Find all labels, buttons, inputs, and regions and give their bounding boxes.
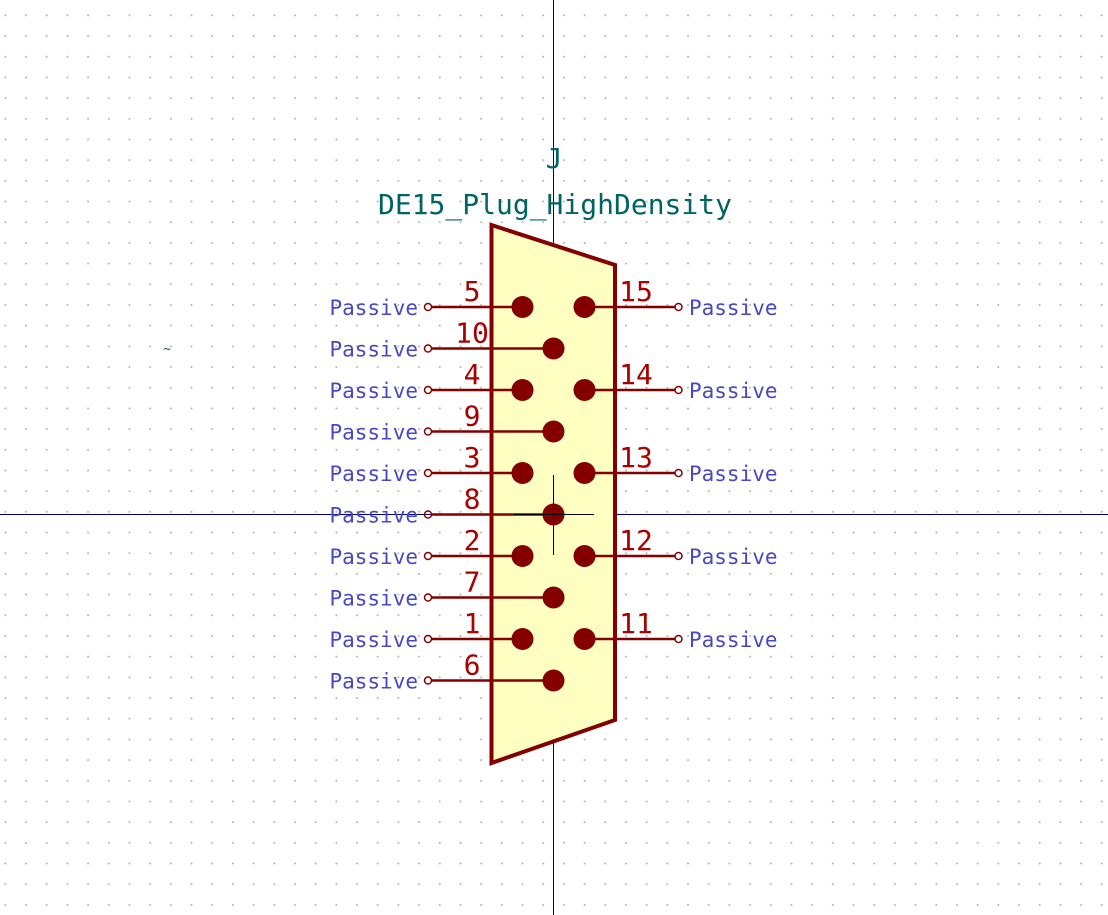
pin-end-circle bbox=[423, 302, 433, 312]
pin-number-label: 13 bbox=[619, 441, 653, 474]
contact-dot bbox=[573, 379, 596, 401]
pin-type-label: Passive bbox=[329, 338, 418, 362]
pin-end-circle bbox=[423, 551, 433, 561]
contact-dot bbox=[511, 545, 534, 567]
pin-end-circle bbox=[423, 676, 433, 685]
pin-end-circle bbox=[674, 302, 683, 312]
pin-type-label: Passive bbox=[329, 379, 418, 403]
pin-number-label: 4 bbox=[464, 358, 481, 391]
pin-number-label: 2 bbox=[464, 524, 481, 557]
left-pin-9[interactable]: 9 Passive bbox=[329, 400, 565, 445]
pin-number-label: 5 bbox=[464, 275, 481, 308]
tilde-marker-icon: ~ bbox=[163, 342, 171, 357]
pin-type-label: Passive bbox=[689, 628, 778, 652]
pin-type-label: Passive bbox=[329, 296, 418, 320]
left-pin-5[interactable]: 5 Passive bbox=[329, 275, 534, 320]
pin-end-circle bbox=[423, 468, 433, 478]
pin-end-circle bbox=[674, 385, 683, 395]
right-pin-15[interactable]: 15 Passive bbox=[573, 275, 778, 320]
pin-end-circle bbox=[674, 551, 683, 561]
pin-number-label: 12 bbox=[619, 524, 653, 557]
pin-type-label: Passive bbox=[689, 545, 778, 569]
pin-type-label: Passive bbox=[329, 504, 418, 528]
pin-type-label: Passive bbox=[329, 545, 418, 569]
pin-type-label: Passive bbox=[689, 379, 778, 403]
contact-dot bbox=[573, 462, 596, 484]
pin-type-label: Passive bbox=[329, 628, 418, 652]
pin-end-circle bbox=[423, 510, 433, 519]
pin-number-label: 7 bbox=[464, 566, 481, 599]
pin-end-circle bbox=[674, 468, 683, 478]
left-pin-7[interactable]: 7 Passive bbox=[329, 566, 565, 611]
contact-dot bbox=[542, 669, 565, 692]
pin-number-label: 8 bbox=[464, 483, 481, 516]
left-pin-1[interactable]: 1 Passive bbox=[329, 607, 534, 652]
contact-dot bbox=[511, 296, 534, 318]
left-pin-4[interactable]: 4 Passive bbox=[329, 358, 534, 403]
left-pin-6[interactable]: 6 Passive bbox=[329, 649, 565, 694]
contact-dot bbox=[542, 420, 565, 443]
left-pin-3[interactable]: 3 Passive bbox=[329, 441, 534, 486]
right-pin-13[interactable]: 13 Passive bbox=[573, 441, 778, 486]
pin-end-circle bbox=[423, 385, 433, 395]
pin-type-label: Passive bbox=[329, 462, 418, 486]
contact-dot bbox=[542, 337, 565, 360]
right-pin-14[interactable]: 14 Passive bbox=[573, 358, 778, 403]
reference-designator[interactable]: J bbox=[546, 142, 563, 175]
pin-number-label: 11 bbox=[619, 607, 653, 640]
right-pin-11[interactable]: 11 Passive bbox=[573, 607, 778, 652]
pin-end-circle bbox=[423, 427, 433, 436]
contact-dot bbox=[573, 545, 596, 567]
left-pin-8[interactable]: 8 Passive bbox=[329, 483, 565, 528]
left-pin-10[interactable]: 10 Passive bbox=[329, 317, 565, 362]
pin-type-label: Passive bbox=[329, 421, 418, 445]
pin-type-label: Passive bbox=[329, 670, 418, 694]
right-pin-group: 15 Passive 14 Passive 13 Passive 12 Passive 11 Pa… bbox=[573, 275, 778, 652]
pin-end-circle bbox=[423, 593, 433, 602]
left-pin-2[interactable]: 2 Passive bbox=[329, 524, 534, 569]
pin-number-label: 15 bbox=[619, 275, 653, 308]
pin-number-label: 9 bbox=[464, 400, 481, 433]
pin-end-circle bbox=[423, 344, 433, 353]
pin-type-label: Passive bbox=[689, 462, 778, 486]
pin-number-label: 6 bbox=[464, 649, 481, 682]
pin-number-label: 14 bbox=[619, 358, 653, 391]
contact-dot bbox=[511, 628, 534, 650]
contact-dot bbox=[573, 296, 596, 318]
pin-end-circle bbox=[674, 634, 683, 644]
contact-dot bbox=[511, 462, 534, 484]
symbol-value-label[interactable]: DE15_Plug_HighDensity bbox=[378, 188, 732, 222]
right-pin-12[interactable]: 12 Passive bbox=[573, 524, 778, 569]
pin-end-circle bbox=[423, 634, 433, 644]
pin-number-label: 1 bbox=[464, 607, 481, 640]
left-pin-group: 5 Passive 10 Passive 4 Passive 9 Passive 3 Passiv… bbox=[329, 275, 565, 694]
pin-number-label: 3 bbox=[464, 441, 481, 474]
pin-number-label: 10 bbox=[455, 317, 489, 350]
contact-dot bbox=[542, 586, 565, 609]
pin-type-label: Passive bbox=[329, 587, 418, 611]
contact-dot bbox=[573, 628, 596, 650]
pin-type-label: Passive bbox=[689, 296, 778, 320]
contact-dot bbox=[511, 379, 534, 401]
